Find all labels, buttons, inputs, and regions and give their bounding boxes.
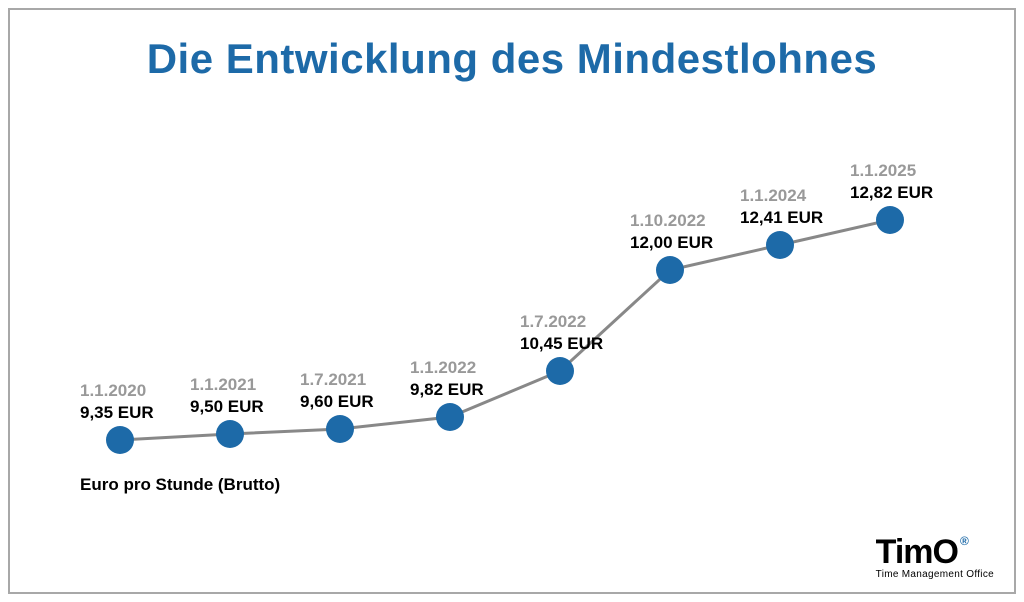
logo: TimO® Time Management Office: [876, 535, 994, 580]
logo-registered: ®: [960, 534, 968, 548]
point-label: 1.1.20209,35 EUR: [80, 380, 154, 424]
point-value: 9,50 EUR: [190, 396, 264, 418]
point-label: 1.1.20229,82 EUR: [410, 357, 484, 401]
point-date: 1.1.2020: [80, 380, 154, 402]
point-date: 1.10.2022: [630, 210, 713, 232]
point-label: 1.7.20219,60 EUR: [300, 369, 374, 413]
data-point: [436, 403, 464, 431]
point-date: 1.1.2022: [410, 357, 484, 379]
point-date: 1.7.2021: [300, 369, 374, 391]
data-point: [216, 420, 244, 448]
point-date: 1.1.2024: [740, 185, 823, 207]
data-point: [106, 426, 134, 454]
data-point: [546, 357, 574, 385]
point-label: 1.10.202212,00 EUR: [630, 210, 713, 254]
data-point: [766, 231, 794, 259]
point-label: 1.1.202512,82 EUR: [850, 160, 933, 204]
data-point: [876, 206, 904, 234]
data-point: [326, 415, 354, 443]
point-label: 1.1.202412,41 EUR: [740, 185, 823, 229]
point-value: 10,45 EUR: [520, 333, 603, 355]
point-label: 1.7.202210,45 EUR: [520, 311, 603, 355]
logo-text-tim: Tim: [876, 533, 933, 571]
axis-label: Euro pro Stunde (Brutto): [80, 475, 280, 495]
point-label: 1.1.20219,50 EUR: [190, 374, 264, 418]
point-value: 9,60 EUR: [300, 391, 374, 413]
point-date: 1.1.2021: [190, 374, 264, 396]
logo-text-o: O: [933, 535, 958, 569]
data-point: [656, 256, 684, 284]
point-date: 1.7.2022: [520, 311, 603, 333]
point-value: 12,82 EUR: [850, 182, 933, 204]
logo-main: TimO®: [876, 535, 994, 569]
point-date: 1.1.2025: [850, 160, 933, 182]
chart-area: 1.1.20209,35 EUR 1.1.20219,50 EUR 1.7.2021…: [60, 140, 960, 500]
chart-svg: [60, 140, 960, 500]
point-value: 9,35 EUR: [80, 402, 154, 424]
point-value: 12,00 EUR: [630, 232, 713, 254]
chart-title: Die Entwicklung des Mindestlohnes: [0, 35, 1024, 83]
point-value: 12,41 EUR: [740, 207, 823, 229]
point-value: 9,82 EUR: [410, 379, 484, 401]
